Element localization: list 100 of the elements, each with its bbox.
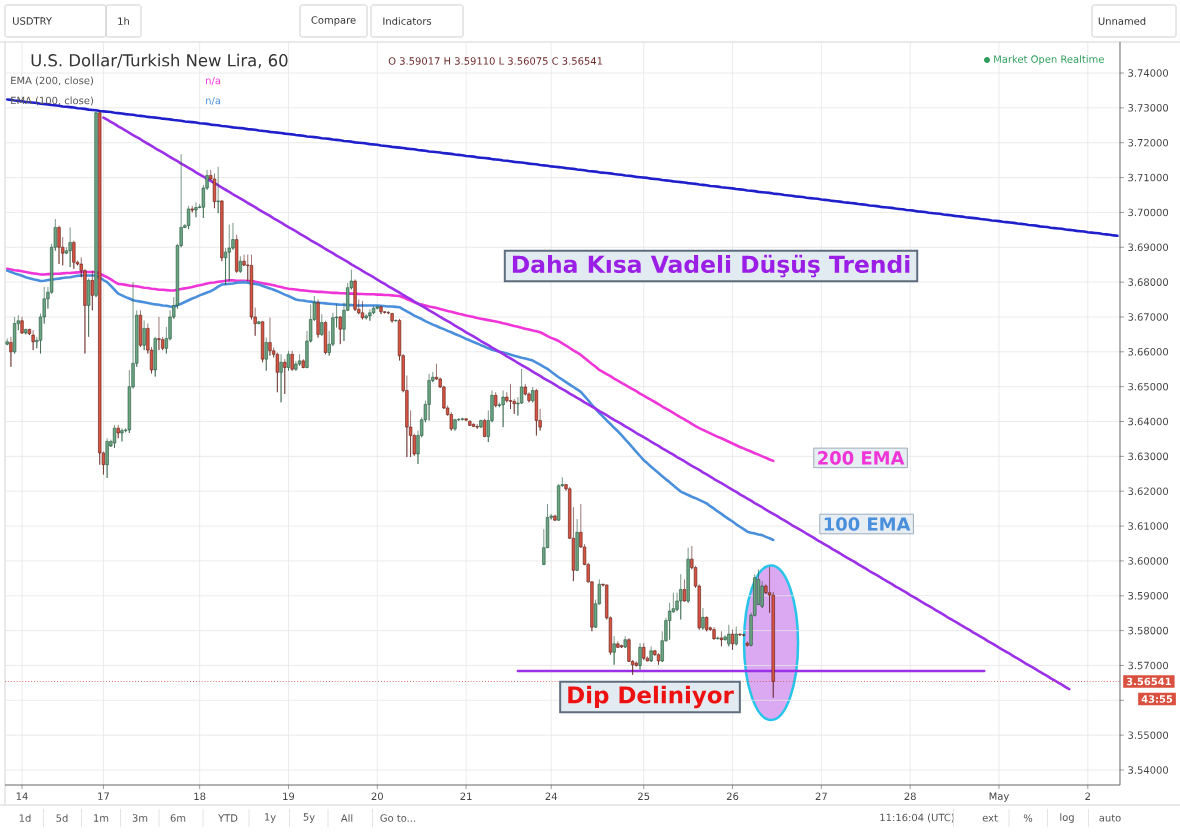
candlestick (68, 227, 72, 268)
annotation: n/a (206, 96, 221, 106)
candlestick (338, 315, 342, 345)
candlestick (297, 353, 302, 367)
candlestick (87, 278, 91, 338)
candlestick (323, 320, 328, 355)
y-tick-label: 3.54000 (1128, 766, 1169, 774)
candlestick (383, 310, 387, 314)
text: 1h (118, 17, 129, 25)
x-tick-label: 18 (194, 792, 206, 801)
text: Unnamed (1098, 17, 1146, 25)
x-tick-label: 27 (815, 792, 827, 800)
candlestick (353, 279, 357, 312)
candlestick (701, 607, 705, 630)
candlestick (12, 316, 17, 354)
candlestick (260, 320, 265, 363)
candlestick (216, 166, 220, 214)
candlestick (275, 352, 279, 393)
candlestick (286, 350, 291, 371)
candlestick (186, 205, 191, 230)
candlestick (719, 631, 724, 647)
candlestick (157, 316, 161, 351)
candlestick (301, 358, 305, 369)
text: 3m (132, 814, 148, 822)
candlestick (257, 320, 261, 325)
candlestick (290, 350, 294, 371)
candlestick (235, 234, 239, 273)
candlestick (534, 388, 539, 436)
y-tick-label: 3.63000 (1128, 452, 1169, 461)
candlestick (468, 420, 472, 427)
candlestick (153, 336, 157, 377)
annotation: Daha Kısa Vadeli Düşüş Trendi (512, 254, 910, 278)
candlestick (120, 427, 124, 442)
x-tick-label: 28 (904, 792, 916, 801)
annotation: EMA (200, close) (11, 76, 93, 86)
text: 11:16:04 (UTC) (880, 813, 954, 823)
candlestick (9, 336, 13, 368)
text: ext (982, 814, 998, 822)
x-tick-label: May (989, 792, 1009, 802)
annotation: Dip Deliniyor (568, 685, 734, 709)
ref-line-label: 3.56541 (1126, 677, 1171, 686)
y-tick-label: 3.70000 (1128, 208, 1169, 217)
candlestick (730, 629, 735, 651)
candlestick (279, 353, 283, 403)
candlestick (656, 652, 661, 666)
candlestick (379, 305, 383, 315)
candlestick (649, 646, 653, 663)
y-tick-label: 3.62000 (1128, 487, 1169, 495)
candlestick (31, 329, 35, 351)
candlestick (501, 390, 505, 428)
text: 200 EMA (818, 451, 905, 465)
candlestick (619, 644, 624, 649)
y-tick-label: 3.74000 (1128, 69, 1169, 77)
candlestick (479, 419, 483, 429)
text: 6m (170, 814, 186, 822)
y-tick-label: 3.73000 (1128, 104, 1169, 112)
y-tick-label: 3.69000 (1128, 243, 1169, 252)
text: auto (1099, 814, 1121, 822)
text: 5d (56, 814, 68, 822)
candlestick (686, 547, 690, 604)
candlestick (390, 312, 394, 323)
candlestick (316, 299, 320, 338)
x-tick-label: 2 (1085, 792, 1090, 800)
text: 1m (94, 814, 109, 822)
candlestick (227, 224, 231, 282)
candlestick (531, 386, 535, 403)
text: USDTRY (13, 17, 52, 25)
x-tick-label: 17 (98, 792, 109, 800)
candlestick (212, 173, 217, 209)
text: log (1060, 813, 1074, 823)
candlestick (116, 424, 120, 439)
y-tick-label: 3.57000 (1128, 661, 1169, 670)
candlestick (368, 308, 372, 322)
candlestick (360, 300, 365, 320)
y-tick-label: 3.55000 (1128, 731, 1169, 739)
candlestick (427, 373, 431, 421)
candlestick (264, 337, 268, 371)
text: All (340, 814, 353, 822)
candlestick (283, 358, 287, 395)
candlestick (268, 317, 272, 356)
annotation: n/a (206, 76, 221, 86)
y-tick-label: 3.71000 (1128, 173, 1169, 182)
candlestick (623, 635, 627, 649)
candlestick (105, 437, 109, 479)
text: Compare (311, 16, 356, 26)
y-tick-label: 3.60000 (1128, 557, 1169, 565)
candlestick (57, 225, 61, 265)
text: 5y (303, 813, 315, 823)
candlestick (612, 635, 616, 666)
x-tick-label: 19 (283, 792, 295, 801)
text: % (1023, 814, 1033, 822)
candlestick (194, 202, 198, 218)
candlestick (734, 626, 738, 646)
x-tick-label: 14 (16, 792, 28, 800)
y-tick-label: 3.59000 (1128, 591, 1169, 600)
text: U.S. Dollar/Turkish New Lira, 60 (31, 53, 288, 69)
candlestick (482, 418, 487, 438)
candlestick (5, 338, 9, 346)
candlestick (738, 633, 742, 637)
candlestick (575, 518, 579, 572)
